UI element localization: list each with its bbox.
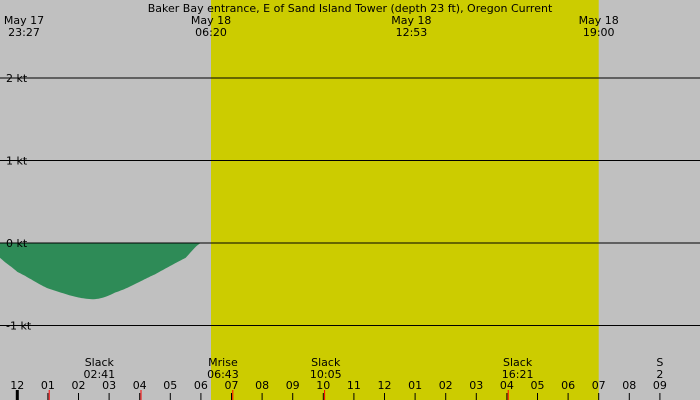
event-time-label: 10:05 (310, 368, 342, 381)
y-tick-label: -1 kt (6, 320, 32, 333)
top-date-label: May 18 (391, 14, 431, 27)
y-tick-label: 2 kt (6, 72, 28, 85)
hour-tick-label: 04 (500, 379, 514, 392)
daylight-band (211, 0, 599, 400)
hour-tick-label: 03 (469, 379, 483, 392)
top-date-label: May 18 (191, 14, 231, 27)
event-label: Slack (311, 356, 341, 369)
hour-tick-label: 06 (561, 379, 575, 392)
y-tick-label: 0 kt (6, 237, 28, 250)
event-time-label: 02:41 (83, 368, 115, 381)
hour-tick-label: 08 (622, 379, 636, 392)
hour-tick-label: 09 (653, 379, 667, 392)
event-time-label: 16:21 (502, 368, 534, 381)
event-label: Slack (503, 356, 533, 369)
chart-title: Baker Bay entrance, E of Sand Island Tow… (148, 2, 553, 15)
hour-tick-label: 05 (531, 379, 545, 392)
hour-tick-label: 01 (41, 379, 55, 392)
hour-tick-label: 11 (347, 379, 361, 392)
hour-tick-label: 04 (133, 379, 147, 392)
y-tick-label: 1 kt (6, 155, 28, 168)
top-time-label: 06:20 (195, 26, 227, 39)
top-time-label: 19:00 (583, 26, 615, 39)
hour-tick-label: 08 (255, 379, 269, 392)
hour-tick-label: 07 (225, 379, 239, 392)
ebb-lobe (0, 243, 201, 300)
hour-tick-label: 05 (163, 379, 177, 392)
hour-tick-label: 03 (102, 379, 116, 392)
hour-tick-label: 06 (194, 379, 208, 392)
event-label: Mrise (208, 356, 238, 369)
hour-tick-label: 02 (72, 379, 86, 392)
hour-tick-label: 01 (408, 379, 422, 392)
hour-tick-label: 02 (439, 379, 453, 392)
top-date-label: May 17 (4, 14, 44, 27)
event-time-label: 2 (656, 368, 663, 381)
top-time-label: 23:27 (8, 26, 40, 39)
event-label: S (656, 356, 663, 369)
hour-tick-label: 12 (10, 379, 24, 392)
hour-tick-label: 10 (316, 379, 330, 392)
top-date-label: May 18 (579, 14, 619, 27)
event-time-label: 06:43 (207, 368, 239, 381)
hour-tick-label: 12 (378, 379, 392, 392)
top-time-label: 12:53 (396, 26, 428, 39)
hour-tick-label: 07 (592, 379, 606, 392)
event-label: Slack (85, 356, 115, 369)
hour-tick-label: 09 (286, 379, 300, 392)
